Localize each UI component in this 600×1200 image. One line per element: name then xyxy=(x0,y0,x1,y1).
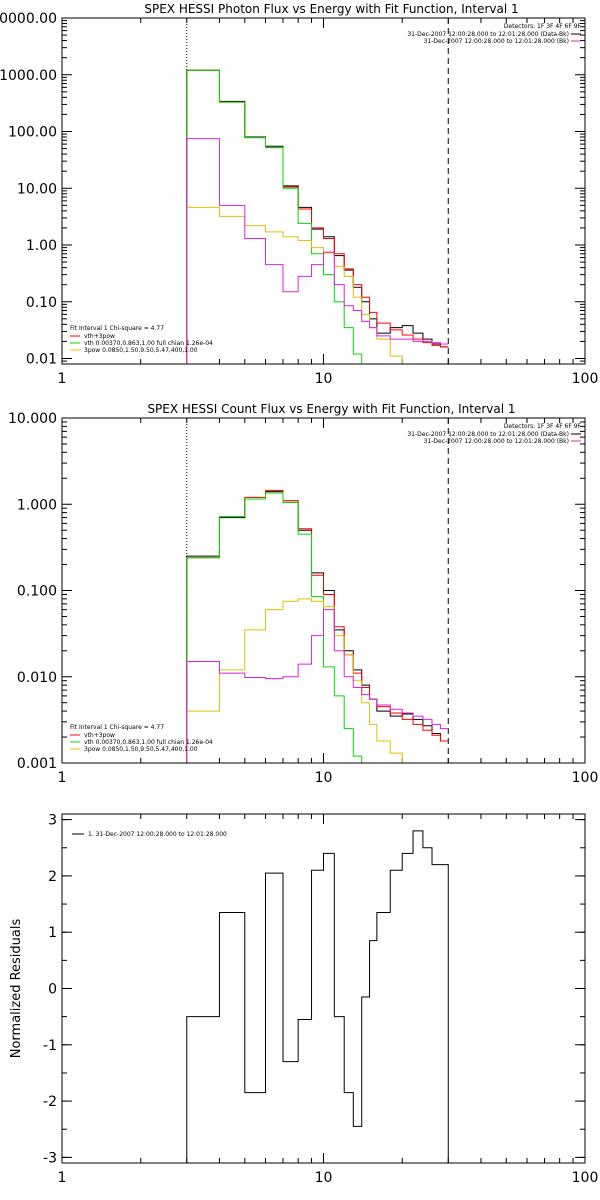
fit-legend-header: Fit Interval 1 Chi-square = 4.77 xyxy=(70,325,164,332)
legend-entry-label: 31-Dec-2007 12:00:28.000 to 12:01:28.000… xyxy=(424,38,569,45)
y-tick-label: 0.01 xyxy=(26,352,57,368)
series-line-3pow xyxy=(186,206,449,364)
plot-frame xyxy=(61,813,586,1164)
series-line-vth-3pow xyxy=(186,69,449,364)
x-tick-label: 10 xyxy=(315,770,333,786)
residual-legend-label: 1. 31-Dec-2007 12:00:28.000 to 12:01:28.… xyxy=(88,831,227,838)
x-tick-label: 100 xyxy=(572,1170,599,1186)
x-tick-label: 1 xyxy=(58,770,67,786)
y-tick-label: -1 xyxy=(43,1038,57,1054)
x-tick-label: 100 xyxy=(572,770,599,786)
y-tick-label: 0 xyxy=(48,982,57,998)
series-line-1-31-dec-2007-12-00-28-000-to-12-01-28-000 xyxy=(186,830,449,1163)
legend-entry-label: 31-Dec-2007 12:00:28.000 to 12:01:28.000… xyxy=(407,31,569,38)
y-tick-label: 1000.00 xyxy=(0,68,57,84)
legend-entry-label: 31-Dec-2007 12:00:28.000 to 12:01:28.000… xyxy=(424,438,569,445)
fit-legend-label: 3pow 0.0850,1.50,9.50,5.47,400,1.00 xyxy=(84,746,198,753)
chart-title: SPEX HESSI Photon Flux vs Energy with Fi… xyxy=(144,2,518,16)
series-line-bk xyxy=(186,138,449,364)
x-tick-label: 1 xyxy=(58,1170,67,1186)
y-tick-label: 10.000 xyxy=(8,411,57,427)
fit-legend-label: 3pow 0.0850,1.50,9.50,5.47,400,1.00 xyxy=(84,347,198,354)
legend-detectors: Detectors: 1F 3F 4F 6F 9F xyxy=(504,423,582,430)
y-tick-label: 2 xyxy=(48,869,57,885)
x-tick-label: 1 xyxy=(58,371,67,387)
fit-legend-header: Fit Interval 1 Chi-square = 4.77 xyxy=(70,724,164,731)
series-line-vth-3pow xyxy=(186,489,449,763)
series-line-data-bk xyxy=(186,491,449,763)
fit-legend-label: vth 0.00370,0.863,1.00 full chian 1.26e-… xyxy=(84,340,213,347)
chart-panel-2: SPEX HESSI Count Flux vs Energy with Fit… xyxy=(8,402,598,786)
y-tick-label: 0.10 xyxy=(26,295,57,311)
series-line-data-bk xyxy=(186,69,449,364)
y-tick-label: -2 xyxy=(43,1094,57,1110)
y-tick-label: 3 xyxy=(48,813,57,829)
y-tick-label: 0.010 xyxy=(17,670,57,686)
y-tick-label: 1.00 xyxy=(26,238,57,254)
y-tick-label: -3 xyxy=(43,1150,57,1166)
series-line-vth xyxy=(186,492,449,763)
y-tick-label: 1 xyxy=(48,925,57,941)
fit-legend-label: vth 0.00370,0.863,1.00 full chian 1.26e-… xyxy=(84,739,213,746)
x-tick-label: 100 xyxy=(572,371,599,387)
series-line-vth xyxy=(186,69,449,364)
legend-detectors: Detectors: 1F 3F 4F 6F 9F xyxy=(504,23,582,30)
fit-legend-label: vth+3pow xyxy=(84,333,115,340)
y-tick-label: 100.00 xyxy=(8,125,57,141)
y-tick-label: 1.000 xyxy=(17,497,57,513)
x-tick-label: 10 xyxy=(315,1170,333,1186)
chart-title: SPEX HESSI Count Flux vs Energy with Fit… xyxy=(147,402,515,416)
y-tick-label: 0.100 xyxy=(17,584,57,600)
x-tick-label: 10 xyxy=(315,371,333,387)
y-tick-label: 10.00 xyxy=(17,181,57,197)
plot-frame xyxy=(61,17,586,365)
series-line-3pow xyxy=(186,598,449,763)
plot-frame xyxy=(61,417,586,764)
fit-legend-label: vth+3pow xyxy=(84,732,115,739)
legend-entry-label: 31-Dec-2007 12:00:28.000 to 12:01:28.000… xyxy=(407,431,569,438)
series-line-bk xyxy=(186,609,449,763)
y-axis-label: Normalized Residuals xyxy=(9,919,24,1059)
chart-panel-1: SPEX HESSI Photon Flux vs Energy with Fi… xyxy=(0,2,598,387)
y-tick-label: 0.001 xyxy=(17,756,57,772)
